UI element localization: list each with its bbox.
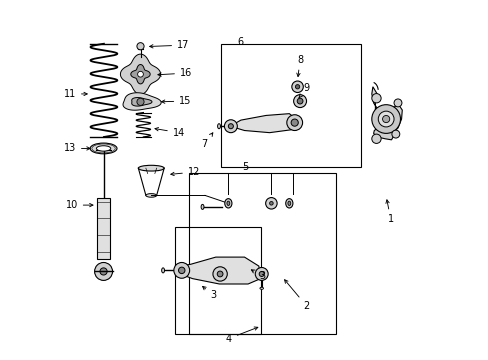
Text: 16: 16 xyxy=(158,68,192,78)
Circle shape xyxy=(286,115,302,131)
Text: 14: 14 xyxy=(155,127,184,138)
Ellipse shape xyxy=(285,199,292,208)
Bar xyxy=(221,44,360,167)
Ellipse shape xyxy=(217,124,220,129)
Circle shape xyxy=(378,111,393,127)
Polygon shape xyxy=(373,125,394,140)
Text: 8: 8 xyxy=(296,54,303,77)
Text: 7: 7 xyxy=(201,133,212,149)
Polygon shape xyxy=(230,114,300,133)
Polygon shape xyxy=(131,64,150,84)
Text: 15: 15 xyxy=(161,96,191,106)
Text: 13: 13 xyxy=(63,143,90,153)
Circle shape xyxy=(371,94,380,103)
Circle shape xyxy=(295,85,299,89)
Circle shape xyxy=(290,119,298,126)
Text: 3: 3 xyxy=(202,287,216,301)
Circle shape xyxy=(293,95,306,108)
Text: 1: 1 xyxy=(385,200,393,224)
Bar xyxy=(97,198,110,259)
Ellipse shape xyxy=(96,146,110,151)
Circle shape xyxy=(391,130,399,138)
Polygon shape xyxy=(120,54,160,94)
Circle shape xyxy=(137,71,143,77)
Circle shape xyxy=(269,202,273,205)
Text: 9: 9 xyxy=(299,83,309,98)
Polygon shape xyxy=(371,87,402,135)
Text: 11: 11 xyxy=(63,89,87,99)
Text: 3: 3 xyxy=(251,270,264,281)
Ellipse shape xyxy=(138,165,164,171)
Text: 10: 10 xyxy=(65,200,93,210)
Circle shape xyxy=(137,42,144,50)
Ellipse shape xyxy=(145,194,156,197)
Bar xyxy=(174,226,260,334)
Circle shape xyxy=(371,134,380,143)
Ellipse shape xyxy=(162,268,164,273)
Circle shape xyxy=(259,271,264,276)
Circle shape xyxy=(100,268,107,275)
Circle shape xyxy=(371,105,400,134)
Circle shape xyxy=(178,267,184,274)
Text: 12: 12 xyxy=(170,167,200,177)
Ellipse shape xyxy=(226,201,229,206)
Circle shape xyxy=(224,120,237,133)
Bar xyxy=(188,173,335,334)
Circle shape xyxy=(174,262,189,278)
Circle shape xyxy=(265,198,277,209)
Ellipse shape xyxy=(201,204,203,210)
Polygon shape xyxy=(123,93,161,110)
Ellipse shape xyxy=(260,287,263,289)
Circle shape xyxy=(212,267,227,281)
Circle shape xyxy=(137,98,144,105)
Text: 17: 17 xyxy=(149,40,189,50)
Polygon shape xyxy=(176,257,260,284)
Ellipse shape xyxy=(90,143,117,154)
Text: 6: 6 xyxy=(237,37,243,47)
Ellipse shape xyxy=(224,199,231,208)
Circle shape xyxy=(94,262,112,280)
Circle shape xyxy=(393,99,401,107)
Text: 2: 2 xyxy=(284,280,309,311)
Text: 5: 5 xyxy=(242,162,248,172)
Circle shape xyxy=(217,271,223,277)
Circle shape xyxy=(228,124,233,129)
Polygon shape xyxy=(131,98,152,106)
Text: 4: 4 xyxy=(225,327,257,343)
Circle shape xyxy=(255,267,267,280)
Circle shape xyxy=(291,81,303,93)
Circle shape xyxy=(382,116,389,123)
Circle shape xyxy=(297,98,303,104)
Ellipse shape xyxy=(287,201,290,206)
